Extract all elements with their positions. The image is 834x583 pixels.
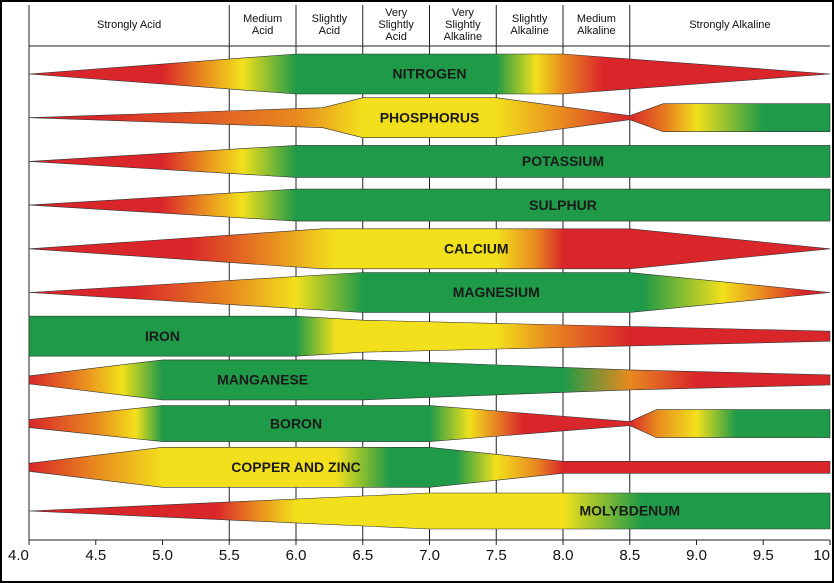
header-label: Alkaline (577, 25, 616, 37)
nutrient-label: SULPHUR (529, 197, 597, 213)
nutrient-label: COPPER AND ZINC (231, 459, 360, 475)
x-tick-label: 6.5 (352, 547, 373, 564)
header-label: Strongly Alkaline (689, 19, 770, 31)
header-label: Acid (385, 31, 406, 43)
header-label: Very (385, 7, 408, 19)
x-tick-label: 4.5 (85, 547, 106, 564)
header-label: Slightly (512, 13, 548, 25)
x-tick-label: 9.0 (686, 547, 707, 564)
x-tick-label: 10 (813, 547, 830, 564)
x-tick-label: 4.0 (8, 547, 29, 564)
header-label: Acid (252, 25, 273, 37)
nutrient-label: BORON (270, 415, 322, 431)
nutrient-label: MANGANESE (217, 372, 308, 388)
x-tick-label: 7.0 (419, 547, 440, 564)
nutrient-label: MOLYBDENUM (579, 503, 680, 519)
availability-band (28, 97, 831, 138)
x-tick-label: 7.5 (486, 547, 507, 564)
availability-band (28, 145, 831, 178)
nutrient-label: CALCIUM (444, 241, 509, 257)
x-tick-label: 5.5 (219, 547, 240, 564)
header-label: Strongly Acid (97, 19, 161, 31)
x-tick-label: 6.0 (286, 547, 307, 564)
availability-band (28, 53, 831, 95)
availability-band (28, 405, 831, 442)
header-label: Very (452, 7, 475, 19)
x-tick-label: 9.5 (753, 547, 774, 564)
nutrient-label: IRON (145, 328, 180, 344)
availability-band (28, 315, 831, 357)
nutrient-label: MAGNESIUM (453, 284, 540, 300)
nutrient-label: NITROGEN (393, 66, 467, 82)
availability-band (28, 492, 831, 530)
header-label: Alkaline (510, 25, 549, 37)
availability-band (28, 188, 831, 222)
header-label: Acid (319, 25, 340, 37)
x-tick-label: 8.5 (619, 547, 640, 564)
availability-band (28, 272, 831, 313)
header-label: Medium (243, 13, 282, 25)
nutrient-label: PHOSPHORUS (380, 109, 480, 125)
header-label: Slightly (445, 19, 481, 31)
availability-band (28, 359, 831, 401)
availability-band (28, 228, 831, 270)
nutrient-label: POTASSIUM (522, 153, 604, 169)
x-tick-label: 5.0 (152, 547, 173, 564)
header-label: Slightly (378, 19, 414, 31)
header-label: Slightly (312, 13, 348, 25)
header-label: Alkaline (444, 31, 483, 43)
x-tick-label: 8.0 (553, 547, 574, 564)
header-label: Medium (577, 13, 616, 25)
availability-band (28, 446, 831, 488)
